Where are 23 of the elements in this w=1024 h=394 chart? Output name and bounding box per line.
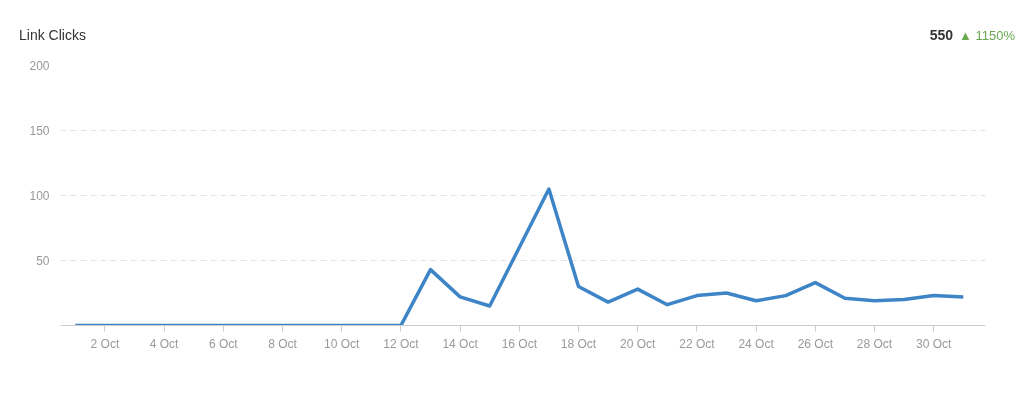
- text: 550: [929, 27, 953, 43]
- x-tick-label: 10 Oct: [324, 336, 361, 351]
- y-tick-label: 50: [36, 254, 50, 268]
- x-tick-label: 18 Oct: [560, 336, 597, 351]
- x-tick-label: 8 Oct: [268, 336, 298, 351]
- x-tick-label: 22 Oct: [679, 336, 716, 351]
- x-tick-label: 20 Oct: [620, 336, 657, 351]
- x-tick-label: 28 Oct: [856, 336, 893, 351]
- x-tick-label: 16 Oct: [501, 336, 538, 351]
- x-tick-label: 14 Oct: [442, 336, 479, 351]
- x-tick-label: 24 Oct: [738, 336, 775, 351]
- y-tick-label: 200: [29, 59, 50, 73]
- x-tick-label: 12 Oct: [383, 336, 420, 351]
- x-tick-label: 30 Oct: [916, 336, 953, 351]
- y-tick-label: 150: [29, 124, 50, 138]
- chart-title: Link Clicks: [19, 26, 86, 45]
- x-tick-label: 6 Oct: [208, 336, 239, 351]
- x-tick-label: 2 Oct: [90, 336, 120, 351]
- line-series: [73, 187, 966, 326]
- text: ▲ 1150%: [959, 28, 1015, 43]
- y-tick-label: 100: [29, 189, 50, 203]
- x-tick-label: 26 Oct: [797, 336, 834, 351]
- x-tick-label: 4 Oct: [149, 336, 180, 351]
